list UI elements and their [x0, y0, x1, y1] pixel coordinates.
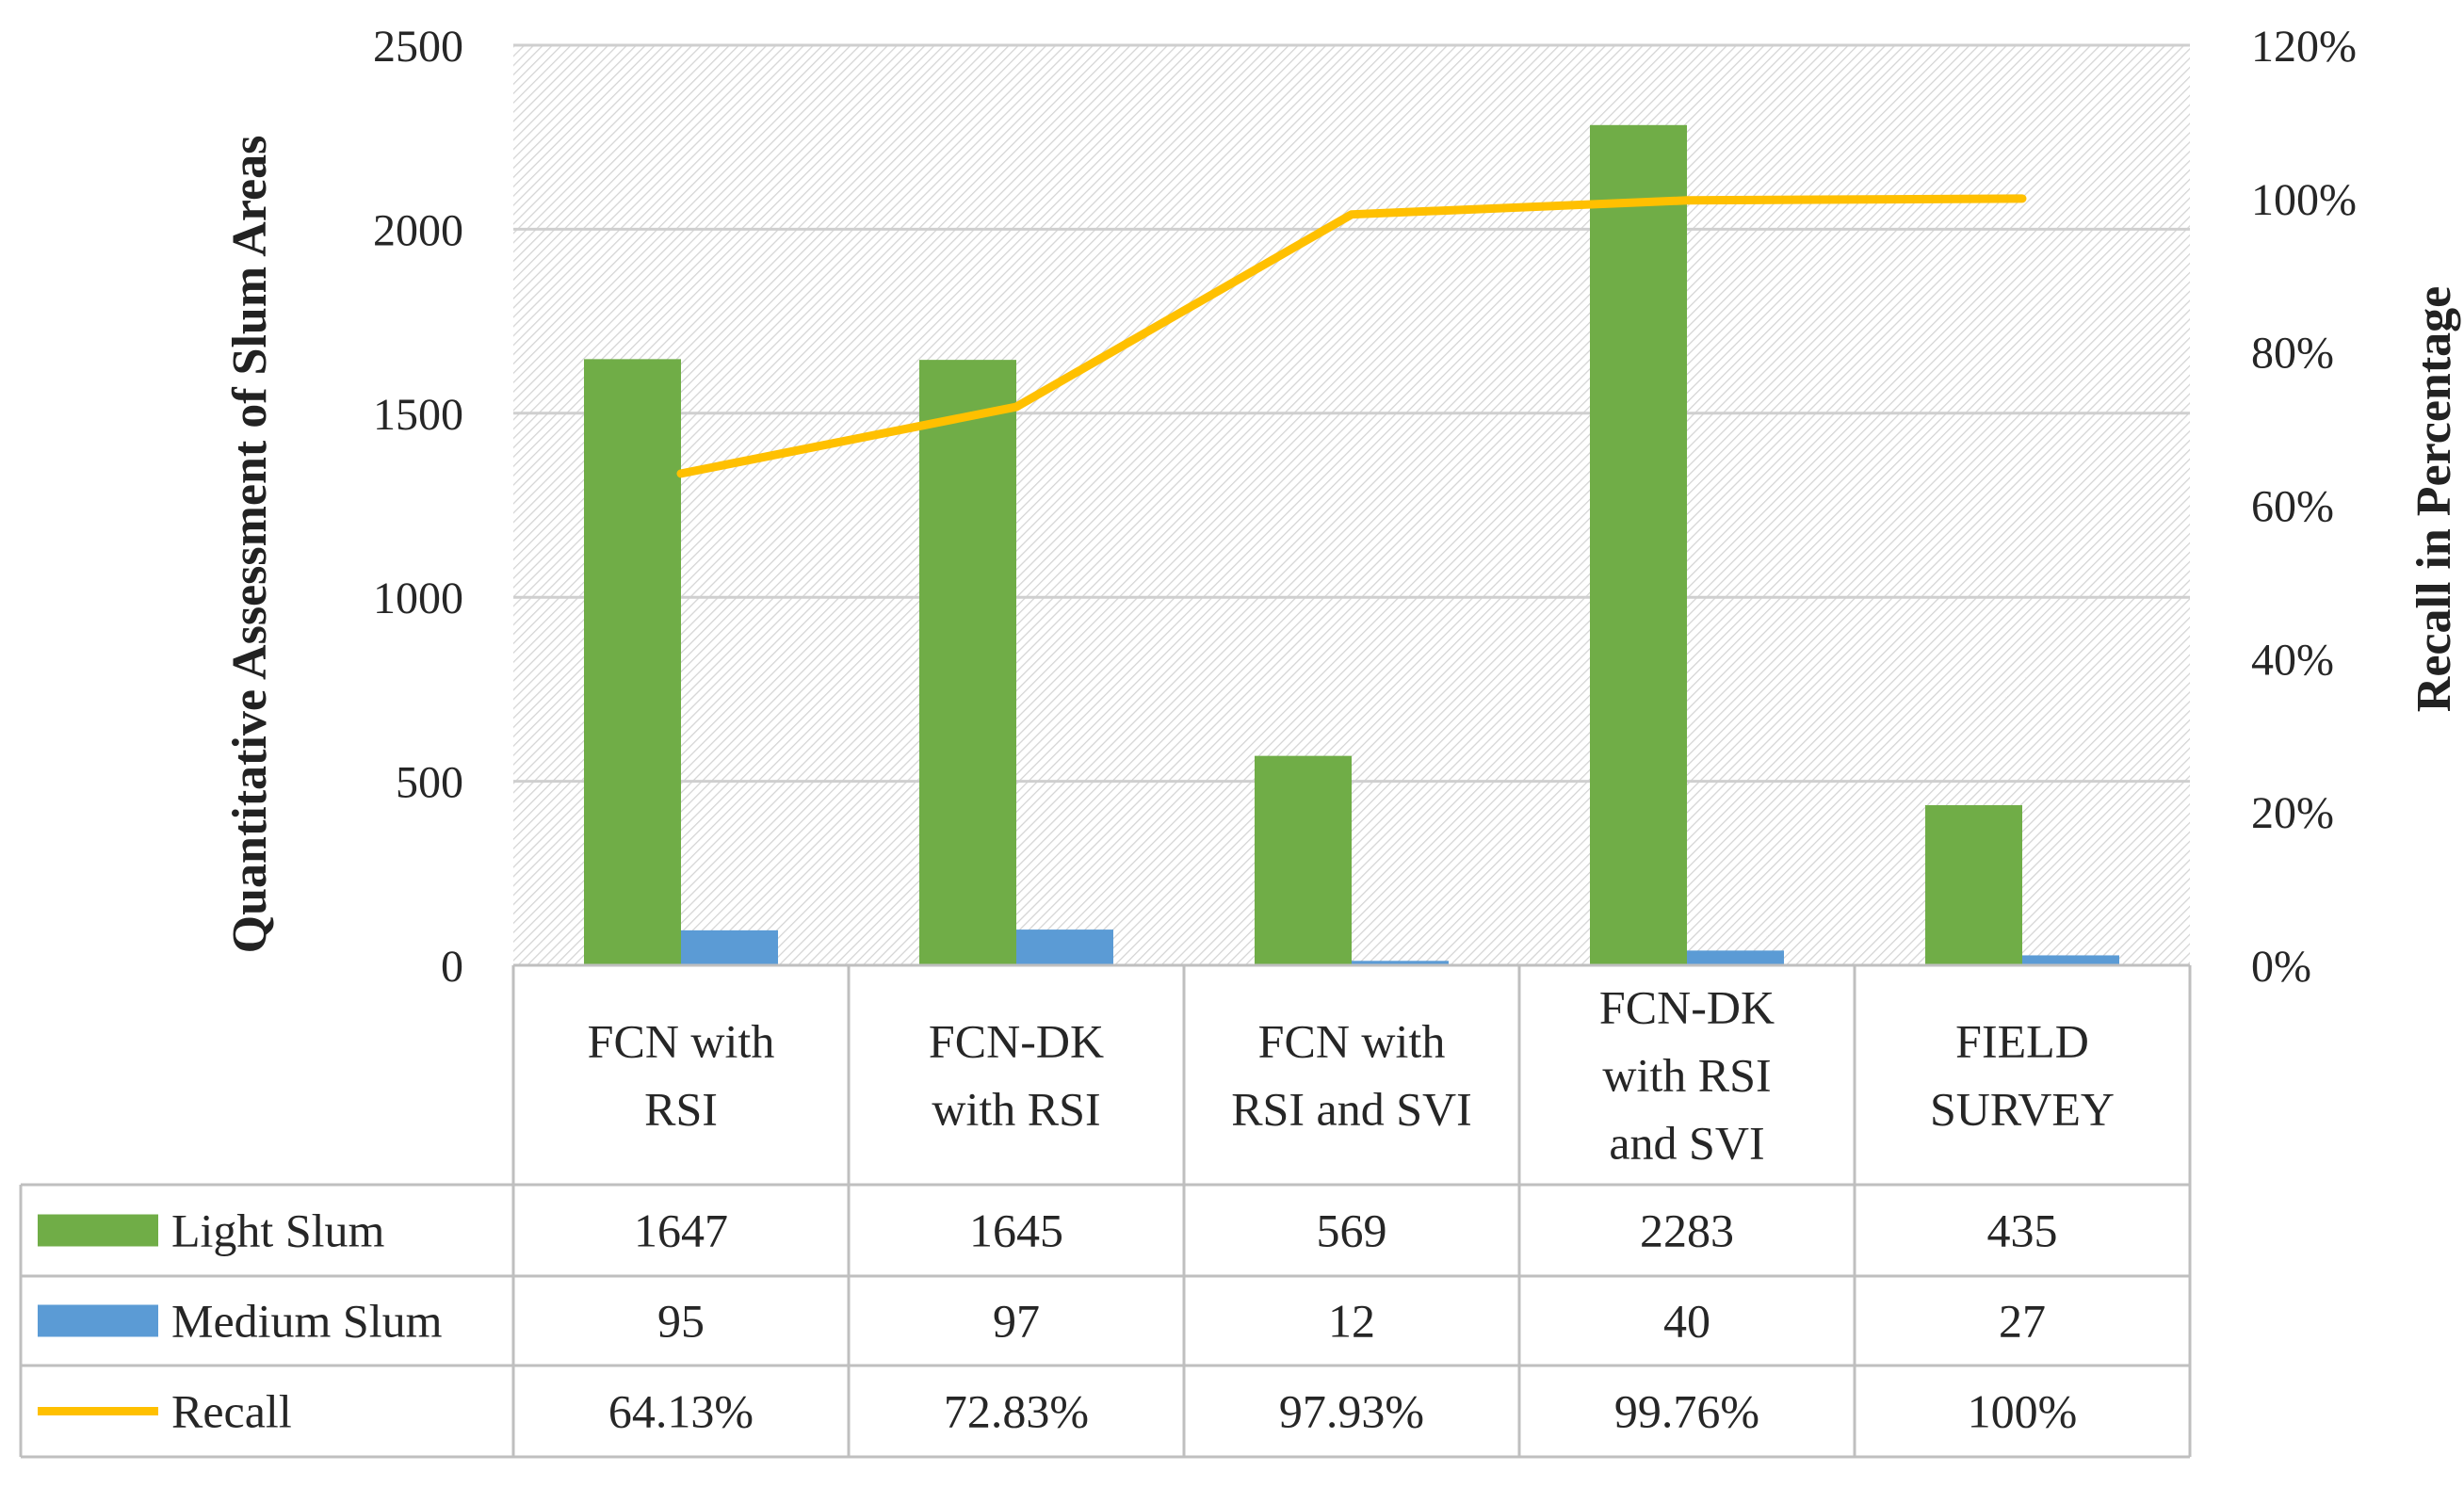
y-tick-label: 2500 — [373, 22, 463, 72]
category-label: FCN with — [588, 1015, 775, 1068]
bar-light-slum — [919, 360, 1016, 965]
y-tick-label: 500 — [396, 758, 463, 808]
y2-tick-label: 40% — [2251, 635, 2334, 685]
data-label: 100% — [1968, 1385, 2078, 1438]
category-label: FCN-DK — [1599, 981, 1775, 1034]
legend-key-medium-slum — [38, 1305, 158, 1337]
y-axis-title: Quantitative Assessment of Slum Areas — [223, 136, 277, 954]
y-tick-label: 1000 — [373, 574, 463, 623]
bar-light-slum — [1255, 756, 1352, 965]
bar-light-slum — [1590, 125, 1687, 965]
data-label: 97 — [993, 1295, 1040, 1348]
y2-tick-label: 80% — [2251, 329, 2334, 379]
y-tick-label: 0 — [441, 942, 463, 992]
category-label: FIELD — [1955, 1015, 2089, 1068]
bar-medium-slum — [1016, 929, 1113, 965]
y-tick-label: 1500 — [373, 390, 463, 440]
data-label: 97.93% — [1279, 1385, 1424, 1438]
y-tick-label: 2000 — [373, 205, 463, 255]
data-label: 99.76% — [1614, 1385, 1759, 1438]
legend-key-light-slum — [38, 1215, 158, 1247]
bar-medium-slum — [2022, 955, 2119, 965]
data-label: 72.83% — [944, 1385, 1089, 1438]
y2-axis-title: Recall in Percentage — [2407, 286, 2461, 712]
bar-light-slum — [1925, 805, 2022, 965]
data-label: 27 — [1999, 1295, 2046, 1348]
category-label: and SVI — [1609, 1117, 1764, 1170]
bar-medium-slum — [681, 930, 778, 965]
category-label: RSI and SVI — [1231, 1083, 1472, 1136]
y2-tick-label: 20% — [2251, 788, 2334, 838]
y2-tick-label: 0% — [2251, 942, 2311, 992]
data-label: 1645 — [969, 1204, 1063, 1257]
y2-tick-label: 100% — [2251, 175, 2357, 225]
category-label: RSI — [644, 1083, 718, 1136]
category-label: SURVEY — [1930, 1083, 2115, 1136]
category-label: with RSI — [1602, 1049, 1771, 1102]
category-label: with RSI — [932, 1083, 1100, 1136]
data-label: 40 — [1663, 1295, 1710, 1348]
legend-label: Recall — [171, 1385, 292, 1438]
y2-tick-label: 120% — [2251, 22, 2357, 72]
data-label: 569 — [1317, 1204, 1387, 1257]
data-label: 12 — [1328, 1295, 1375, 1348]
data-label: 1647 — [634, 1204, 728, 1257]
data-label: 2283 — [1640, 1204, 1734, 1257]
legend-label: Light Slum — [171, 1204, 385, 1257]
legend-label: Medium Slum — [171, 1295, 443, 1348]
bar-light-slum — [584, 359, 681, 965]
category-label: FCN with — [1258, 1015, 1446, 1068]
data-label: 95 — [657, 1295, 705, 1348]
data-label: 435 — [1987, 1204, 2058, 1257]
y2-tick-label: 60% — [2251, 482, 2334, 532]
bar-medium-slum — [1687, 950, 1784, 965]
data-label: 64.13% — [608, 1385, 754, 1438]
category-label: FCN-DK — [929, 1015, 1104, 1068]
